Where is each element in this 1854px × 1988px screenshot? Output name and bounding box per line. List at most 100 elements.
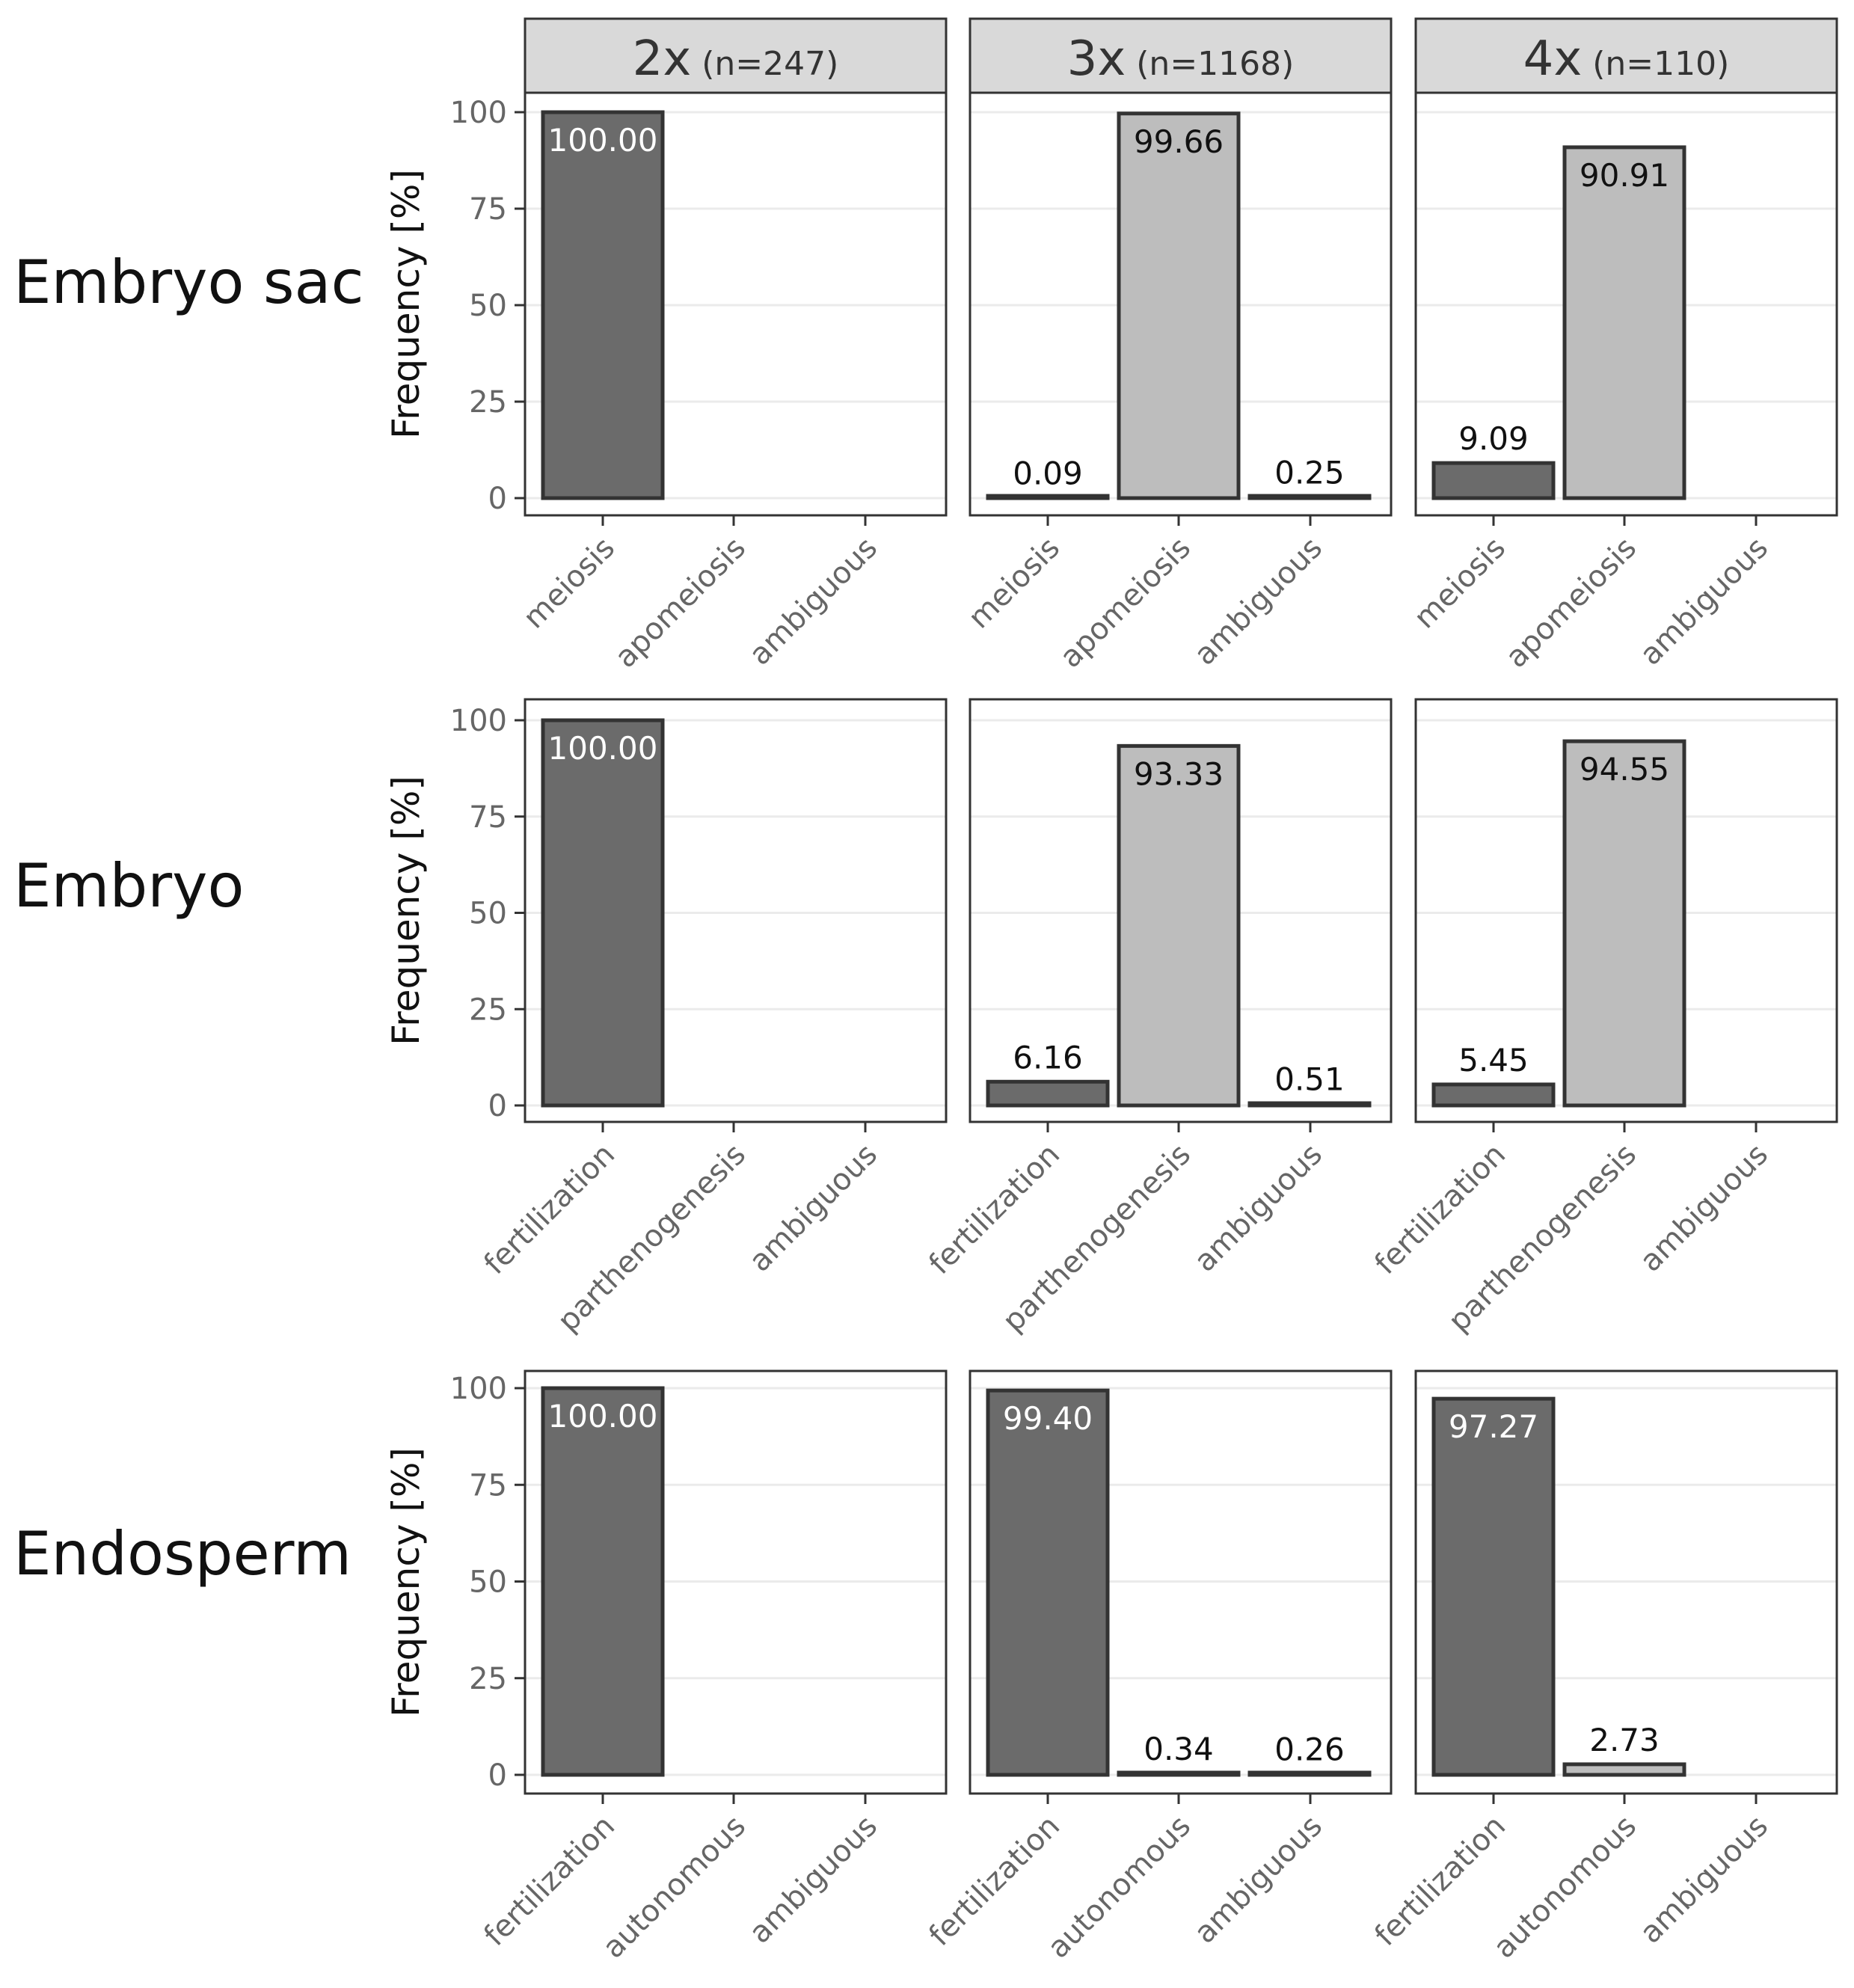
x-tick-label-ambiguous: ambiguous bbox=[1188, 1809, 1329, 1951]
x-tick-label-apomeiosis: apomeiosis bbox=[1500, 531, 1644, 675]
bar-fertilization bbox=[1431, 1396, 1556, 1777]
x-tick-label-ambiguous: ambiguous bbox=[1188, 531, 1329, 672]
strip-header-3x bbox=[969, 17, 1393, 94]
panel-border bbox=[524, 91, 948, 517]
bar-value-label: 93.33 bbox=[1134, 755, 1224, 792]
bar-fertilization bbox=[986, 1079, 1110, 1108]
row-label-1: Embryo bbox=[13, 851, 244, 921]
bar-value-label: 0.26 bbox=[1274, 1731, 1345, 1768]
y-tick-label: 25 bbox=[469, 385, 507, 420]
panel-border bbox=[1414, 91, 1838, 517]
row-label-0: Embryo sac bbox=[13, 248, 364, 317]
x-tick-label-ambiguous: ambiguous bbox=[1633, 1138, 1775, 1279]
bar-fertilization bbox=[1431, 1082, 1556, 1108]
strip-header-4x bbox=[1414, 17, 1838, 94]
x-tick-label-fertilization: fertilization bbox=[478, 1138, 622, 1282]
strip-ploidy-label: 3x bbox=[1067, 31, 1126, 87]
bar-ambiguous bbox=[1247, 1101, 1372, 1108]
bar-value-label: 97.27 bbox=[1449, 1408, 1538, 1445]
y-tick-label: 50 bbox=[469, 289, 507, 323]
x-tick-label-fertilization: fertilization bbox=[923, 1138, 1067, 1282]
x-tick-label-fertilization: fertilization bbox=[478, 1809, 622, 1954]
bar-autonomous bbox=[1562, 1762, 1686, 1777]
y-tick-label: 25 bbox=[469, 1662, 507, 1696]
panel-border bbox=[524, 1369, 948, 1795]
x-tick-label-meiosis: meiosis bbox=[1408, 531, 1512, 636]
x-tick-label-fertilization: fertilization bbox=[1369, 1809, 1513, 1954]
x-tick-label-ambiguous: ambiguous bbox=[743, 1809, 884, 1951]
y-axis-title: Frequency [%] bbox=[384, 776, 428, 1046]
x-tick-label-meiosis: meiosis bbox=[962, 531, 1066, 636]
y-tick-label: 75 bbox=[469, 800, 507, 835]
y-tick-label: 75 bbox=[469, 192, 507, 227]
bar-meiosis bbox=[986, 494, 1110, 500]
strip-n-label: (n=1168) bbox=[1136, 45, 1294, 83]
row-label-2: Endosperm bbox=[13, 1519, 352, 1589]
y-tick-label: 75 bbox=[469, 1468, 507, 1503]
x-tick-label-ambiguous: ambiguous bbox=[743, 1138, 884, 1279]
strip-ploidy-label: 4x bbox=[1523, 31, 1583, 87]
bar-ambiguous bbox=[1247, 1770, 1372, 1777]
y-tick-label: 0 bbox=[488, 1089, 507, 1123]
panel-border bbox=[969, 698, 1393, 1123]
y-tick-label: 0 bbox=[488, 1758, 507, 1793]
y-tick-label: 100 bbox=[450, 1372, 507, 1406]
y-axis-title: Frequency [%] bbox=[384, 1447, 428, 1717]
x-tick-label-ambiguous: ambiguous bbox=[1633, 531, 1775, 672]
bar-value-label: 90.91 bbox=[1580, 157, 1669, 194]
bar-value-label: 0.09 bbox=[1013, 455, 1083, 492]
strip-title-4x: 4x (n=110) bbox=[1523, 31, 1730, 87]
y-axis-title: Frequency [%] bbox=[384, 169, 428, 439]
bar-parthenogenesis bbox=[1117, 743, 1241, 1108]
strip-header-2x bbox=[524, 17, 948, 94]
y-tick-label: 0 bbox=[488, 482, 507, 516]
bar-value-label: 100.00 bbox=[548, 730, 658, 767]
bar-value-label: 2.73 bbox=[1589, 1722, 1660, 1758]
bar-meiosis bbox=[541, 110, 665, 500]
panel-border bbox=[524, 698, 948, 1123]
bar-apomeiosis bbox=[1562, 145, 1686, 500]
strip-title-3x: 3x (n=1168) bbox=[1067, 31, 1295, 87]
bar-apomeiosis bbox=[1117, 111, 1241, 500]
bar-ambiguous bbox=[1247, 494, 1372, 500]
strip-ploidy-label: 2x bbox=[633, 31, 692, 87]
x-tick-label-ambiguous: ambiguous bbox=[1633, 1809, 1775, 1951]
bar-fertilization bbox=[541, 718, 665, 1108]
bar-value-label: 5.45 bbox=[1458, 1042, 1529, 1079]
y-tick-label: 100 bbox=[450, 96, 507, 130]
bar-value-label: 9.09 bbox=[1458, 420, 1529, 457]
bar-autonomous bbox=[1117, 1770, 1241, 1777]
x-tick-label-fertilization: fertilization bbox=[1369, 1138, 1513, 1282]
bar-value-label: 100.00 bbox=[548, 122, 658, 159]
bar-value-label: 100.00 bbox=[548, 1398, 658, 1435]
panel-border bbox=[1414, 1369, 1838, 1795]
bar-meiosis bbox=[1431, 461, 1556, 500]
bar-fertilization bbox=[541, 1386, 665, 1777]
x-tick-label-apomeiosis: apomeiosis bbox=[609, 531, 753, 675]
y-tick-label: 50 bbox=[469, 1565, 507, 1600]
strip-n-label: (n=110) bbox=[1592, 45, 1729, 83]
y-tick-label: 25 bbox=[469, 993, 507, 1027]
y-tick-label: 50 bbox=[469, 897, 507, 931]
bar-fertilization bbox=[986, 1388, 1110, 1777]
bar-value-label: 0.34 bbox=[1144, 1731, 1214, 1767]
panel-border bbox=[969, 91, 1393, 517]
bar-value-label: 94.55 bbox=[1580, 751, 1669, 788]
bar-value-label: 0.25 bbox=[1274, 455, 1345, 491]
bar-value-label: 6.16 bbox=[1013, 1039, 1083, 1076]
x-tick-label-meiosis: meiosis bbox=[517, 531, 621, 636]
x-tick-label-ambiguous: ambiguous bbox=[743, 531, 884, 672]
panel-border bbox=[1414, 698, 1838, 1123]
x-tick-label-ambiguous: ambiguous bbox=[1188, 1138, 1329, 1279]
y-tick-label: 100 bbox=[450, 704, 507, 738]
bar-value-label: 99.40 bbox=[1003, 1400, 1093, 1437]
bar-value-label: 0.51 bbox=[1274, 1061, 1345, 1097]
x-tick-label-fertilization: fertilization bbox=[923, 1809, 1067, 1954]
panel-border bbox=[969, 1369, 1393, 1795]
bar-value-label: 99.66 bbox=[1134, 123, 1224, 160]
x-tick-label-apomeiosis: apomeiosis bbox=[1054, 531, 1198, 675]
strip-title-2x: 2x (n=247) bbox=[633, 31, 839, 87]
bar-parthenogenesis bbox=[1562, 739, 1686, 1108]
strip-n-label: (n=247) bbox=[702, 45, 838, 83]
